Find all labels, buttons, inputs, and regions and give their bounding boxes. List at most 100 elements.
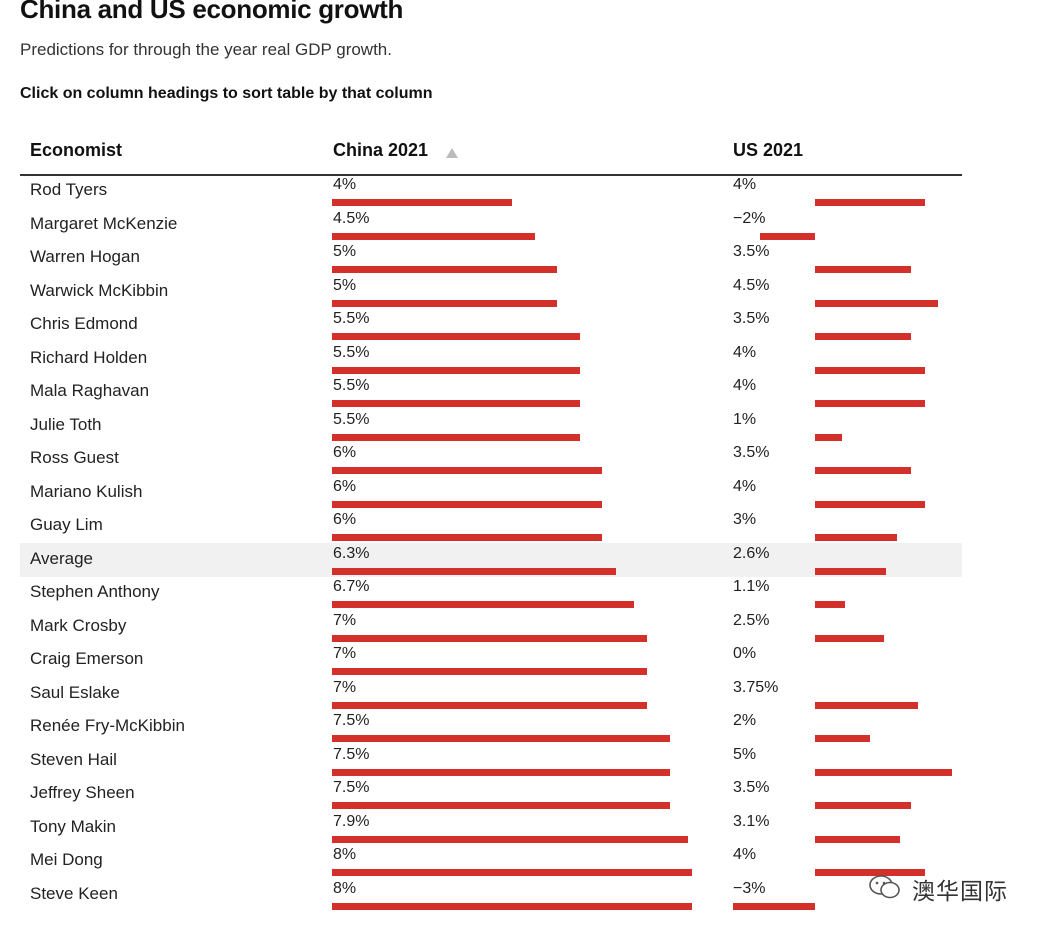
china-value: 5.5% <box>333 377 370 394</box>
us-bar <box>815 333 911 340</box>
table-row: Craig Emerson 7% 0% <box>20 643 962 677</box>
china-bar <box>332 299 557 307</box>
economist-name: Guay Lim <box>30 515 103 534</box>
us-value: 3.5% <box>733 310 770 327</box>
economist-name: Margaret McKenzie <box>30 213 178 233</box>
column-header-economist[interactable]: Economist <box>30 140 123 160</box>
table-row: Mariano Kulish 6% 4% <box>20 476 962 510</box>
china-value: 7.5% <box>333 745 370 763</box>
china-value: 5.5% <box>333 343 370 361</box>
china-bar <box>332 199 512 206</box>
us-value: −2% <box>733 209 766 227</box>
chart-subtitle: Predictions for through the year real GD… <box>20 40 392 59</box>
china-value: 8% <box>333 846 357 863</box>
china-value: 7% <box>333 611 357 629</box>
china-bar <box>332 433 580 441</box>
us-value: 3.5% <box>733 779 770 796</box>
wechat-icon <box>869 875 900 899</box>
economist-name: Average <box>30 548 94 568</box>
us-value: 2% <box>733 712 757 729</box>
china-value: 6% <box>333 444 357 461</box>
us-value: 1% <box>733 410 757 428</box>
column-header-us-2021[interactable]: US 2021 <box>733 140 804 160</box>
economist-name: Jeffrey Sheen <box>30 783 135 802</box>
table-row: Warren Hogan 5% 3.5% <box>20 241 962 275</box>
us-bar <box>815 634 884 642</box>
us-value: 3% <box>733 511 757 528</box>
china-bar <box>332 902 692 910</box>
us-bar <box>815 768 952 776</box>
china-bar <box>332 333 580 340</box>
economist-name: Rod Tyers <box>30 180 108 199</box>
us-value: 1.1% <box>733 578 770 595</box>
table-row: Ross Guest 6% 3.5% <box>20 442 962 476</box>
china-value: 6% <box>333 511 357 528</box>
table-row: Mei Dong 8% 4% <box>20 844 962 878</box>
column-header-china-2021[interactable]: China 2021 <box>333 140 429 160</box>
economist-name: Warren Hogan <box>30 247 140 266</box>
us-value: 4% <box>733 377 757 394</box>
table-row: Steven Hail 7.5% 5% <box>20 744 962 778</box>
china-value: 7% <box>333 645 357 662</box>
china-value: 4% <box>333 176 357 193</box>
us-value: 4.5% <box>733 276 770 294</box>
china-value: 4.5% <box>333 209 370 227</box>
us-value: 4% <box>733 846 757 863</box>
us-bar <box>815 567 886 575</box>
china-bar <box>332 668 647 675</box>
us-value: 0% <box>733 645 757 662</box>
us-value: 3.75% <box>733 678 779 696</box>
us-bar <box>815 299 938 307</box>
china-value: 5.5% <box>333 410 370 428</box>
table-row: Jeffrey Sheen 7.5% 3.5% <box>20 777 962 811</box>
china-bar <box>332 835 688 843</box>
economist-name: Renée Fry-McKibbin <box>30 716 185 735</box>
us-value: 4% <box>733 176 757 193</box>
china-value: 5% <box>333 276 357 294</box>
chart-title: China and US economic growth <box>20 0 404 24</box>
china-bar <box>332 467 602 474</box>
table-row: Warwick McKibbin 5% 4.5% <box>20 275 962 309</box>
us-value: 3.5% <box>733 243 770 260</box>
us-bar <box>815 500 925 508</box>
china-value: 6% <box>333 477 357 495</box>
china-bar <box>332 266 557 273</box>
china-bar <box>332 735 670 742</box>
us-bar <box>733 902 815 910</box>
table-row: Stephen Anthony 6.7% 1.1% <box>20 576 962 610</box>
table-row: Tony Makin 7.9% 3.1% <box>20 811 962 845</box>
economist-name: Richard Holden <box>30 347 148 367</box>
us-value: 5% <box>733 745 757 763</box>
watermark-text: 澳华国际 <box>912 879 1008 905</box>
table-header: Economist China 2021 US 2021 <box>20 139 962 176</box>
china-bar <box>332 534 602 541</box>
us-bar <box>815 601 845 608</box>
table-row: Margaret McKenzie 4.5% −2% <box>20 208 962 242</box>
us-bar <box>815 701 918 709</box>
sort-instruction: Click on column headings to sort table b… <box>20 85 433 102</box>
us-bar <box>815 835 900 843</box>
china-bar <box>332 601 634 608</box>
economist-name: Tony Makin <box>30 816 116 836</box>
economist-name: Steven Hail <box>30 749 117 769</box>
us-value: 3.5% <box>733 444 770 461</box>
economist-name: Julie Toth <box>30 414 102 434</box>
table-row: Mark Crosby 7% 2.5% <box>20 610 962 644</box>
us-value: −3% <box>733 879 766 897</box>
china-value: 7.9% <box>333 812 370 830</box>
china-bar <box>332 869 692 876</box>
us-bar <box>815 400 925 407</box>
us-bar <box>815 366 925 374</box>
economist-name: Mark Crosby <box>30 615 127 635</box>
sort-ascending-icon[interactable] <box>446 148 458 158</box>
us-value: 2.5% <box>733 611 770 629</box>
table-row: Saul Eslake 7% 3.75% <box>20 677 962 711</box>
economist-name: Warwick McKibbin <box>30 280 169 300</box>
china-bar <box>332 701 647 709</box>
table-row: Rod Tyers 4% 4% <box>20 174 962 208</box>
us-value: 4% <box>733 477 757 495</box>
china-bar <box>332 768 670 776</box>
china-value: 6.7% <box>333 578 370 595</box>
china-value: 7.5% <box>333 712 370 729</box>
table-row: Julie Toth 5.5% 1% <box>20 409 962 443</box>
